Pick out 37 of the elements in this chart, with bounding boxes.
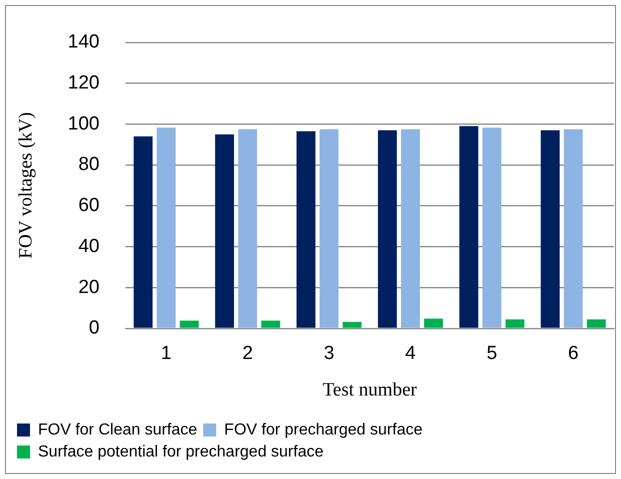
bar <box>564 129 583 328</box>
bar <box>378 130 397 328</box>
y-tick-label: 100 <box>68 113 100 134</box>
y-tick-label: 140 <box>68 32 100 53</box>
y-tick-label: 60 <box>78 195 100 216</box>
legend-label: FOV for precharged surface <box>224 421 423 438</box>
bar <box>401 129 420 328</box>
x-tick-label: 2 <box>242 343 253 364</box>
bar <box>320 129 338 328</box>
y-tick-label: 40 <box>78 236 100 257</box>
bar <box>505 319 524 328</box>
y-axis-title: FOV voltages (kV) <box>15 112 36 259</box>
x-tick-label: 3 <box>324 343 334 364</box>
x-tick-label: 6 <box>568 343 579 364</box>
bar <box>459 126 478 328</box>
x-tick-label: 5 <box>486 343 498 364</box>
bar <box>156 128 176 328</box>
bar <box>482 128 502 328</box>
y-tick-label: 20 <box>78 276 100 298</box>
bar <box>261 320 280 328</box>
x-axis-title: Test number <box>322 380 418 401</box>
bar <box>424 318 443 328</box>
bar <box>215 134 234 328</box>
y-tick-label: 80 <box>78 154 100 176</box>
bar <box>238 129 258 328</box>
legend-label: Surface potential for precharged surface <box>38 443 324 460</box>
x-tick-label: 4 <box>405 343 416 364</box>
bar <box>296 131 316 328</box>
y-tick-label: 120 <box>68 72 100 94</box>
bar <box>540 130 560 328</box>
bar <box>342 322 362 328</box>
bar <box>180 320 199 328</box>
x-tick-label: 1 <box>160 343 172 364</box>
bar <box>586 319 606 328</box>
bar <box>134 136 153 328</box>
legend-label: FOV for Clean surface <box>38 421 198 438</box>
y-tick-label: 0 <box>88 318 100 339</box>
